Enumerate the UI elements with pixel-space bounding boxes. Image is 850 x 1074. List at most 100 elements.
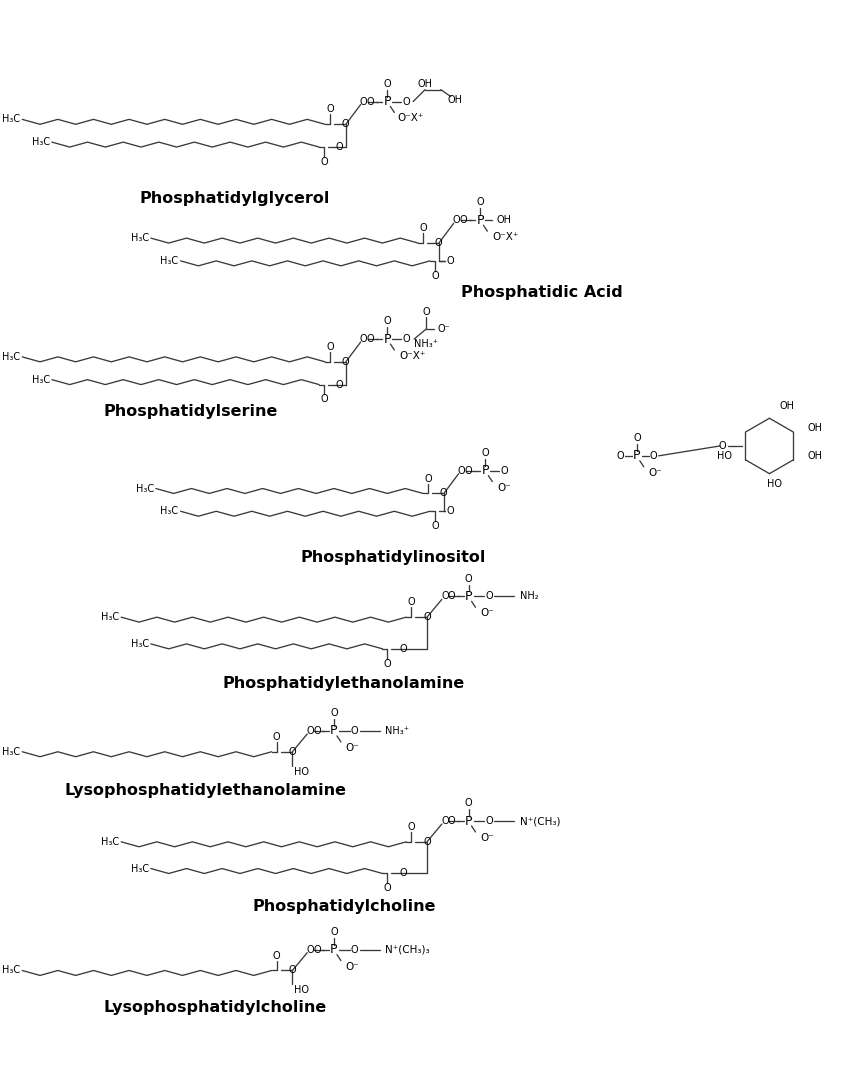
Text: O: O	[616, 451, 624, 461]
Text: O: O	[314, 945, 321, 955]
Text: O⁻X⁺: O⁻X⁺	[397, 114, 423, 124]
Text: O: O	[330, 927, 337, 937]
Text: O: O	[314, 726, 321, 736]
Text: O: O	[448, 816, 456, 826]
Text: O: O	[351, 726, 359, 736]
Text: Phosphatidylserine: Phosphatidylserine	[104, 404, 278, 419]
Text: H₃C: H₃C	[101, 837, 119, 846]
Text: O: O	[477, 198, 484, 207]
Text: O: O	[424, 474, 432, 483]
Text: O: O	[501, 466, 508, 476]
Text: P: P	[482, 464, 489, 477]
Text: OH: OH	[417, 78, 433, 89]
Text: H₃C: H₃C	[131, 639, 149, 649]
Text: O: O	[336, 379, 343, 390]
Text: O: O	[485, 592, 493, 601]
Text: O: O	[360, 97, 367, 106]
Text: HO: HO	[294, 985, 309, 996]
Text: O: O	[419, 223, 427, 233]
Text: H₃C: H₃C	[2, 352, 20, 362]
Text: Lysophosphatidylethanolamine: Lysophosphatidylethanolamine	[65, 783, 346, 798]
Text: Phosphatidic Acid: Phosphatidic Acid	[461, 285, 623, 300]
Text: O: O	[326, 104, 334, 115]
Text: OH: OH	[807, 451, 822, 461]
Text: O⁻: O⁻	[497, 482, 511, 493]
Text: O: O	[360, 334, 367, 344]
Text: O: O	[422, 307, 430, 317]
Text: O: O	[431, 271, 439, 280]
Text: Phosphatidylinositol: Phosphatidylinositol	[301, 550, 486, 565]
Text: O: O	[423, 612, 431, 622]
Text: O: O	[320, 394, 328, 405]
Text: P: P	[465, 590, 473, 603]
Text: O: O	[330, 708, 337, 719]
Text: O: O	[441, 816, 449, 826]
Text: O: O	[448, 592, 456, 601]
Text: O: O	[439, 489, 447, 498]
Text: O⁻: O⁻	[480, 608, 494, 619]
Text: O⁻X⁺: O⁻X⁺	[400, 351, 426, 361]
Text: NH₃⁺: NH₃⁺	[414, 339, 438, 349]
Text: O: O	[326, 342, 334, 352]
Text: O⁻: O⁻	[480, 832, 494, 843]
Text: O: O	[431, 521, 439, 532]
Text: O: O	[288, 966, 296, 975]
Text: P: P	[330, 943, 337, 956]
Text: O: O	[485, 816, 493, 826]
Text: P: P	[465, 814, 473, 828]
Text: O: O	[320, 157, 328, 166]
Text: O: O	[351, 945, 359, 955]
Text: Phosphatidylcholine: Phosphatidylcholine	[252, 899, 435, 914]
Text: O: O	[447, 256, 455, 266]
Text: O: O	[465, 466, 473, 476]
Text: O: O	[383, 78, 391, 89]
Text: O: O	[650, 451, 657, 461]
Text: P: P	[633, 449, 641, 462]
Text: H₃C: H₃C	[131, 863, 149, 873]
Text: O⁻: O⁻	[346, 961, 360, 972]
Text: OH: OH	[807, 423, 822, 433]
Text: O: O	[435, 238, 443, 248]
Text: H₃C: H₃C	[161, 256, 178, 266]
Text: P: P	[383, 333, 391, 346]
Text: H₃C: H₃C	[31, 375, 50, 384]
Text: HO: HO	[767, 479, 782, 489]
Text: O: O	[465, 798, 473, 809]
Text: O: O	[402, 97, 410, 106]
Text: O: O	[288, 746, 296, 757]
Text: P: P	[383, 95, 391, 108]
Text: H₃C: H₃C	[101, 612, 119, 622]
Text: O⁻: O⁻	[438, 324, 450, 334]
Text: H₃C: H₃C	[136, 483, 154, 494]
Text: O⁻X⁺: O⁻X⁺	[492, 232, 518, 242]
Text: Phosphatidylglycerol: Phosphatidylglycerol	[139, 191, 330, 206]
Text: NH₂: NH₂	[520, 592, 539, 601]
Text: O: O	[306, 726, 314, 736]
Text: H₃C: H₃C	[2, 114, 20, 125]
Text: O: O	[273, 950, 281, 960]
Text: O: O	[342, 119, 349, 129]
Text: HO: HO	[294, 767, 309, 777]
Text: O: O	[458, 466, 466, 476]
Text: OH: OH	[496, 215, 512, 226]
Text: H₃C: H₃C	[2, 966, 20, 975]
Text: H₃C: H₃C	[31, 137, 50, 147]
Text: O: O	[336, 142, 343, 153]
Text: O: O	[423, 837, 431, 846]
Text: O: O	[465, 574, 473, 583]
Text: H₃C: H₃C	[161, 506, 178, 517]
Text: O: O	[400, 643, 407, 654]
Text: NH₃⁺: NH₃⁺	[385, 726, 410, 736]
Text: O⁻: O⁻	[649, 467, 662, 478]
Text: O: O	[383, 316, 391, 326]
Text: O: O	[482, 448, 490, 458]
Text: Phosphatidylethanolamine: Phosphatidylethanolamine	[223, 676, 465, 691]
Text: OH: OH	[447, 95, 462, 104]
Text: O: O	[407, 822, 415, 832]
Text: Lysophosphatidylcholine: Lysophosphatidylcholine	[104, 1000, 327, 1015]
Text: O: O	[273, 731, 281, 742]
Text: O: O	[633, 433, 641, 444]
Text: N⁺(CH₃): N⁺(CH₃)	[520, 816, 560, 826]
Text: H₃C: H₃C	[131, 233, 149, 243]
Text: O: O	[367, 97, 374, 106]
